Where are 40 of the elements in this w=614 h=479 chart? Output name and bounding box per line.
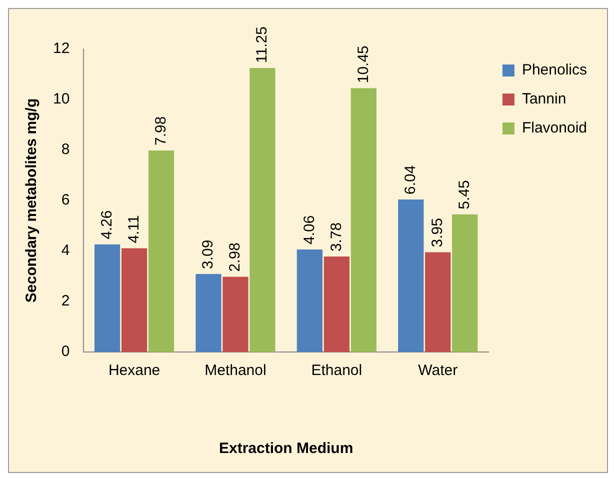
bar [94, 244, 120, 352]
y-tick-label: 10 [52, 90, 70, 108]
data-label: 2.98 [226, 242, 244, 272]
y-tick-label: 12 [52, 40, 70, 58]
bar [324, 256, 350, 352]
legend-label: Tannin [522, 90, 566, 108]
data-label: 11.25 [254, 26, 271, 63]
data-label: 6.04 [402, 165, 420, 194]
data-label: 4.11 [125, 215, 142, 244]
bar [296, 249, 323, 352]
x-tick-label: Ethanol [311, 362, 362, 380]
data-label: 3.09 [200, 240, 217, 269]
data-label: 5.45 [456, 180, 473, 210]
x-tick-label: Methanol [204, 362, 266, 380]
data-label: 4.26 [98, 210, 116, 240]
bar [196, 274, 222, 352]
y-tick-label: 2 [61, 292, 70, 310]
y-tick-label: 8 [61, 141, 70, 158]
x-tick-label: Water [418, 362, 458, 380]
x-axis-title: Extraction Medium [218, 440, 354, 458]
bar [398, 199, 424, 352]
y-tick-label: 0 [61, 343, 70, 360]
y-axis-title: Secondary metabolites mg/g [23, 98, 40, 303]
bar [250, 68, 276, 352]
data-label: 3.78 [328, 222, 345, 252]
bar [222, 276, 248, 352]
legend-label: Flavonoid [522, 120, 588, 137]
bar [148, 150, 174, 352]
bar [452, 214, 478, 352]
data-label: 7.98 [152, 116, 170, 146]
y-tick-label: 4 [61, 242, 70, 260]
y-tick-label: 6 [61, 192, 70, 209]
bar [350, 88, 376, 352]
bar [425, 252, 451, 352]
data-label: 4.06 [300, 215, 318, 244]
legend-label: Phenolics [522, 62, 588, 79]
data-label: 3.95 [429, 218, 446, 248]
bar [121, 248, 148, 352]
data-label: 10.45 [354, 46, 372, 84]
x-tick-label: Hexane [108, 362, 160, 380]
